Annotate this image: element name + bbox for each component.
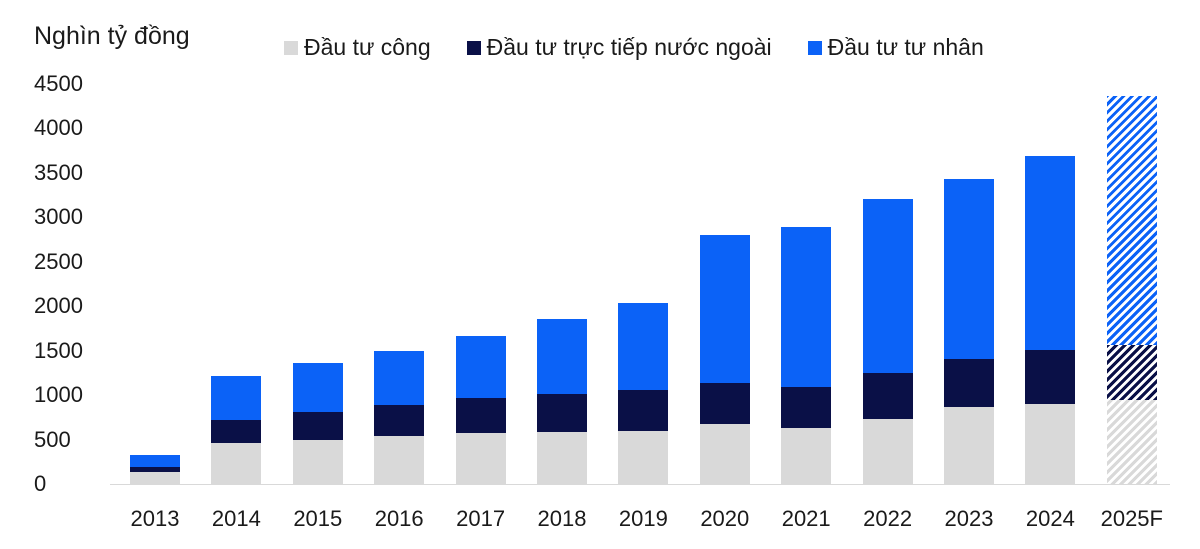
y-tick-label: 3500 [34,159,83,185]
bar-segment-private-2017 [455,336,506,398]
legend-item-fdi: Đầu tư trực tiếp nước ngoài [466,34,772,61]
x-tick-label: 2018 [537,506,587,531]
bar-segment-fdi-2022 [862,373,913,420]
y-tick-label: 2500 [34,248,83,274]
bar-segment-public-2017 [455,432,506,484]
legend-label: Đầu tư công [304,34,431,60]
x-tick-label: 2022 [863,506,913,531]
bar-segment-private-2024 [1025,156,1076,350]
y-tick-label: 2000 [34,293,83,319]
x-tick-label: 2019 [618,506,668,531]
bar-segment-private-2013 [130,454,180,468]
bar-segment-public-2024 [1025,404,1076,484]
bar-segment-fdi-2015 [292,412,343,441]
bar-segment-private-2015 [292,363,343,412]
bar-segment-fdi-2018 [537,394,587,432]
x-tick-label: 2025F [1100,506,1163,531]
bar-segment-private-2022 [862,199,913,374]
bar-segment-public-2014 [211,443,262,484]
bar-segment-public-2021 [781,428,832,484]
bar-segment-public-2023 [944,407,994,484]
y-axis-unit-label: Nghìn tỷ đồng [34,22,190,50]
bar-segment-fdi-2024 [1025,349,1076,404]
bar-segment-public-2018 [537,432,587,484]
bar-segment-fdi-2021 [781,387,832,428]
x-tick-label: 2021 [781,506,831,531]
bar-segment-private-2025F [1106,96,1157,345]
y-tick-label: 4000 [34,115,83,141]
legend-label: Đầu tư trực tiếp nước ngoài [486,34,772,60]
legend-swatch-fdi [466,40,481,55]
bar-segment-public-2016 [374,436,425,484]
bar-segment-fdi-2023 [944,359,994,408]
bar-segment-private-2018 [537,319,587,395]
y-tick-label: 4500 [34,71,83,96]
legend-item-private: Đầu tư tư nhân [807,34,984,61]
x-tick-label: 2024 [1025,506,1075,531]
bar-segment-private-2023 [944,179,994,360]
bar-segment-private-2019 [618,303,669,391]
bar-segment-public-2020 [699,424,750,484]
x-tick-label: 2013 [130,506,180,531]
y-tick-label: 0 [34,471,47,496]
x-tick-label: 2016 [374,506,424,531]
x-tick-label: 2023 [944,506,994,531]
y-tick-label: 1500 [34,337,83,363]
y-tick-label: 1000 [34,382,83,408]
x-tick-label: 2020 [700,506,750,531]
bar-segment-fdi-2017 [455,397,506,433]
x-tick-label: 2014 [211,506,261,531]
bar-segment-fdi-2014 [211,420,262,444]
bar-segment-private-2020 [699,235,750,384]
bar-segment-private-2021 [781,227,832,388]
bar-segment-private-2016 [374,351,425,405]
bar-segment-public-2013 [130,472,180,484]
legend-item-public: Đầu tư công [284,34,431,61]
legend-swatch-public [284,40,298,55]
y-tick-label: 3000 [34,204,83,230]
bar-segment-public-2022 [862,419,913,484]
y-tick-label: 500 [34,426,71,452]
x-tick-label: 2017 [456,506,506,531]
legend-label: Đầu tư tư nhân [827,34,984,60]
bar-segment-public-2015 [292,440,343,484]
legend-swatch-private [807,40,822,55]
bar-segment-public-2019 [618,431,669,484]
chart-legend: Đầu tư công Đầu tư trực tiếp nước ngoài … [284,34,984,61]
x-tick-label: 2015 [293,506,343,531]
bar-segment-private-2014 [211,376,262,420]
bar-segment-fdi-2019 [618,390,669,432]
x-axis-line [110,484,1170,485]
bar-segment-fdi-2020 [699,383,750,424]
bar-segment-fdi-2025F [1106,344,1157,400]
bar-segment-public-2025F [1106,400,1157,484]
bar-segment-fdi-2016 [374,404,425,436]
bar-segment-fdi-2013 [130,467,180,473]
